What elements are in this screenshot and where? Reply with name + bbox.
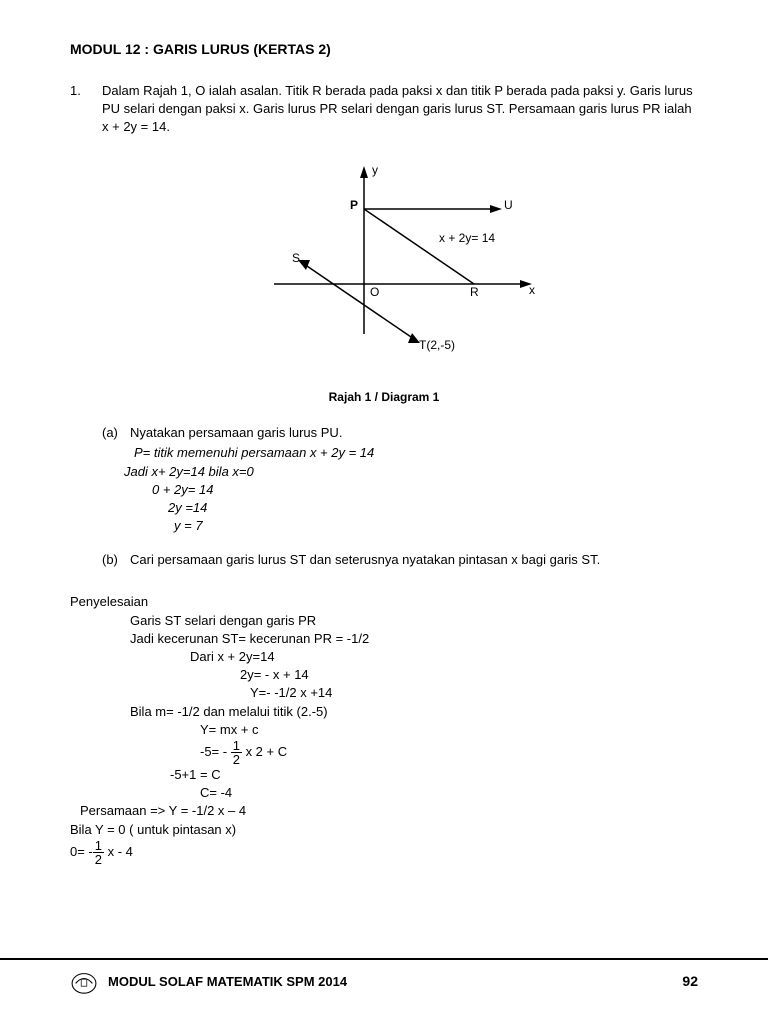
part-a-line3: 0 + 2y= 14 [102,481,698,499]
question-text: Dalam Rajah 1, O ialah asalan. Titik R b… [102,82,698,137]
solution-l11: Bila Y = 0 ( untuk pintasan x) [70,821,698,839]
diagram-caption: Rajah 1 / Diagram 1 [70,389,698,406]
solution-l7b: -5= - 12 x 2 + C [70,739,698,766]
solution-l12: 0= -12 x - 4 [70,839,698,866]
footer-title: MODUL SOLAF MATEMATIK SPM 2014 [108,973,347,991]
line-equation: x + 2y= 14 [439,231,495,245]
origin-o: O [370,285,379,299]
point-p: P [350,198,358,212]
part-b: (b) Cari persamaan garis lurus ST dan se… [102,551,698,569]
axis-y-label: y [372,163,378,177]
part-a-line2: Jadi x+ 2y=14 bila x=0 [102,463,698,481]
part-b-question: Cari persamaan garis lurus ST dan seteru… [130,551,600,569]
solution-l3: Dari x + 2y=14 [70,648,698,666]
logo-icon [70,968,98,996]
solution-l8: -5+1 = C [70,766,698,784]
solution-l9: C= -4 [70,784,698,802]
part-a: (a) Nyatakan persamaan garis lurus PU. [102,424,698,442]
question-block: 1. Dalam Rajah 1, O ialah asalan. Titik … [70,82,698,137]
solution-l10: Persamaan => Y = -1/2 x – 4 [70,802,698,820]
axis-x-label: x [529,283,535,297]
solution-l5: Y=- -1/2 x +14 [70,684,698,702]
part-a-line1: P= titik memenuhi persamaan x + 2y = 14 [102,444,698,462]
page-number: 92 [682,972,698,992]
point-t: T(2,-5) [419,338,455,352]
solution-l7a: Y= mx + c [70,721,698,739]
solution-heading: Penyelesaian [70,593,698,611]
part-a-question: Nyatakan persamaan garis lurus PU. [130,424,342,442]
point-r: R [470,285,479,299]
part-a-line4: 2y =14 [102,499,698,517]
solution-l2: Jadi kecerunan ST= kecerunan PR = -1/2 [70,630,698,648]
part-b-label: (b) [102,551,130,569]
solution-l1: Garis ST selari dengan garis PR [70,612,698,630]
point-s: S [292,251,300,265]
page-footer: MODUL SOLAF MATEMATIK SPM 2014 92 [0,958,768,996]
point-u: U [504,198,513,212]
solution-block: Penyelesaian Garis ST selari dengan gari… [70,593,698,865]
module-title: MODUL 12 : GARIS LURUS (KERTAS 2) [70,40,698,60]
solution-l6: Bila m= -1/2 dan melalui titik (2.-5) [70,703,698,721]
part-a-line5: y = 7 [102,517,698,535]
solution-l4: 2y= - x + 14 [70,666,698,684]
part-a-label: (a) [102,424,130,442]
question-number: 1. [70,82,102,137]
diagram-1: y x P U S O R T(2,-5) x + 2y= 14 [224,154,544,379]
